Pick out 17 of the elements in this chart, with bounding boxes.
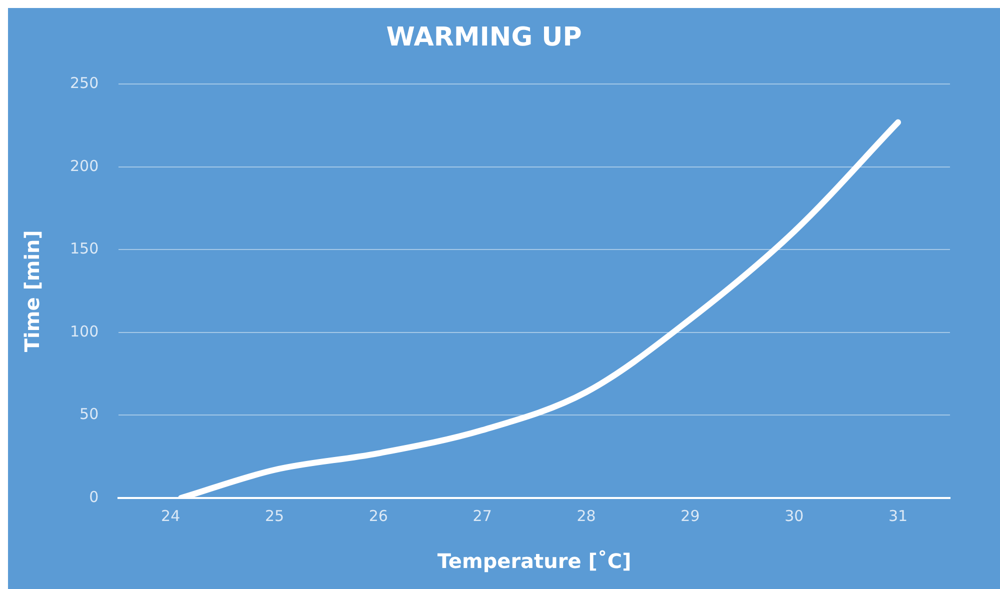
y-tick-label: 200	[70, 156, 99, 175]
x-tick-label: 30	[784, 506, 804, 525]
y-tick-label: 100	[70, 322, 99, 340]
y-axis-title: Time [min]	[20, 230, 44, 352]
x-tick-label: 26	[368, 506, 388, 525]
y-tick-label: 150	[70, 240, 99, 258]
x-tick-label: 28	[576, 506, 596, 525]
chart-title: WARMING UP	[386, 22, 582, 52]
x-tick-label: 24	[161, 506, 180, 525]
y-tick-label: 250	[70, 74, 99, 92]
x-tick-label: 27	[472, 506, 492, 525]
y-tick-label: 0	[89, 488, 99, 506]
x-tick-label: 31	[888, 506, 908, 525]
x-tick-label: 29	[680, 506, 700, 525]
x-tick-label: 25	[264, 506, 284, 525]
x-axis-title: Temperature [˚C]	[437, 549, 632, 574]
y-tick-label: 50	[80, 405, 99, 424]
